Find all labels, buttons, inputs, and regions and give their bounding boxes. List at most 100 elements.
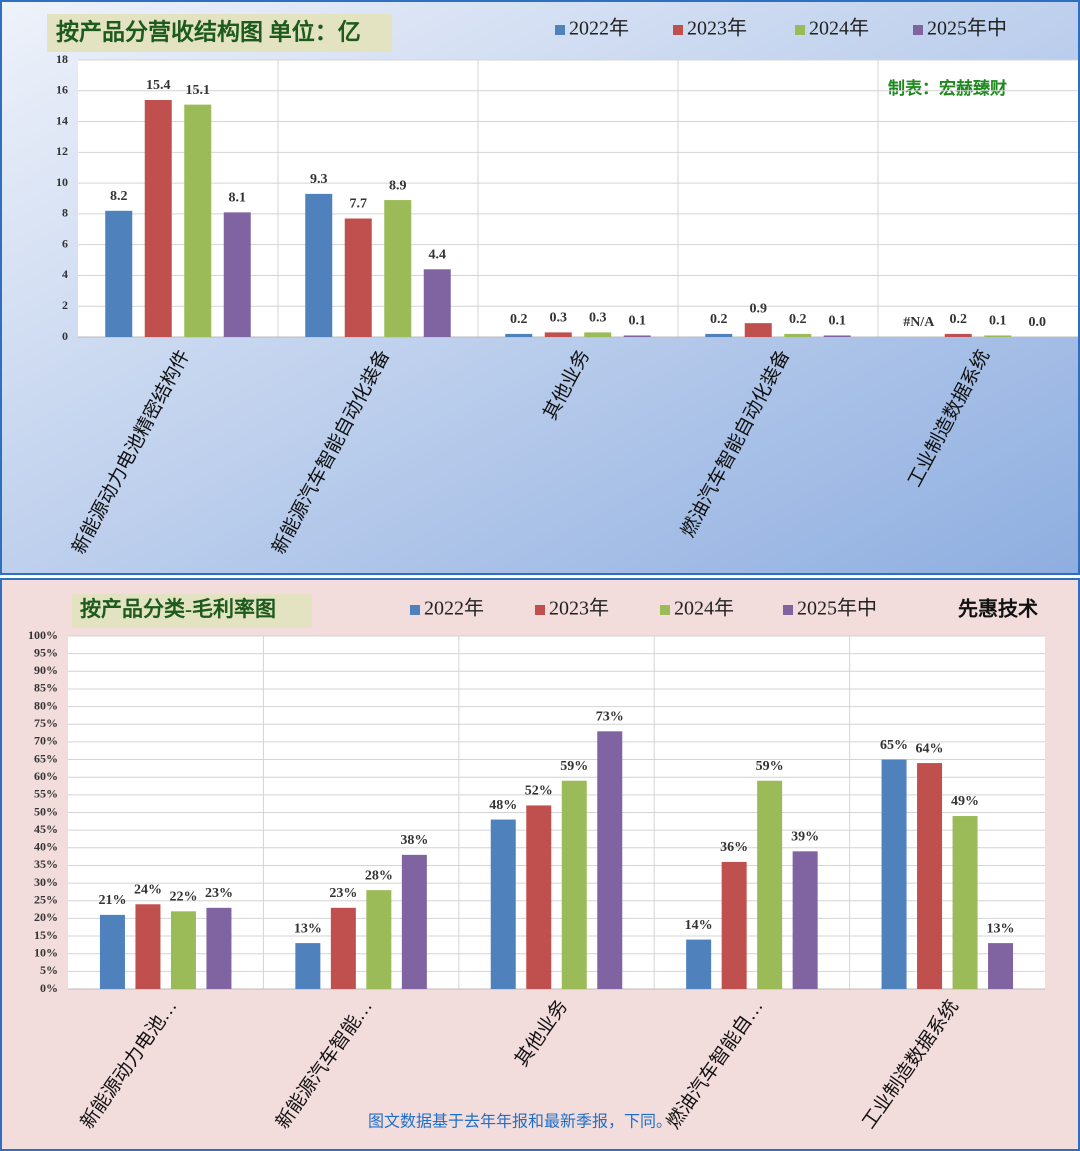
data-label: 49%: [951, 794, 979, 809]
bar: [144, 100, 172, 337]
data-label: 64%: [916, 741, 944, 756]
bar: [423, 269, 451, 337]
data-label: 22%: [169, 890, 197, 905]
data-label: 0.1: [829, 314, 847, 329]
y-tick-label: 16: [56, 83, 68, 97]
data-label: 0.9: [750, 301, 768, 316]
data-label: 23%: [205, 886, 233, 901]
legend-label: 2022年: [569, 17, 629, 40]
data-label: 0.0: [1029, 315, 1047, 330]
bar: [384, 200, 412, 337]
bar: [944, 333, 972, 337]
legend-swatch: [673, 25, 683, 35]
bar: [823, 335, 851, 337]
y-tick-label: 10: [56, 175, 68, 189]
y-tick-label: 18: [56, 52, 68, 66]
bar: [490, 819, 516, 989]
data-label: 52%: [525, 784, 553, 799]
y-tick-label: 8: [62, 206, 68, 220]
data-label: 0.3: [550, 311, 568, 326]
y-tick-label: 6: [62, 236, 68, 250]
legend-label: 2023年: [549, 597, 609, 620]
data-label: 0.2: [710, 312, 728, 327]
bar: [366, 890, 392, 989]
data-label: 7.7: [350, 197, 368, 212]
legend-swatch: [410, 605, 420, 615]
chart-title: 按产品分类-毛利率图: [80, 597, 276, 621]
y-tick-label: 85%: [34, 681, 58, 695]
y-tick-label: 50%: [34, 804, 58, 818]
bar: [544, 332, 572, 337]
data-label: 21%: [98, 893, 126, 908]
data-label: 9.3: [310, 172, 328, 187]
bar: [295, 943, 321, 989]
data-label: 48%: [489, 798, 517, 813]
y-tick-label: 10%: [34, 945, 58, 959]
y-tick-label: 2: [62, 298, 68, 312]
data-label: 59%: [756, 759, 784, 774]
bar: [917, 763, 943, 989]
y-tick-label: 12: [56, 144, 68, 158]
y-tick-label: 35%: [34, 857, 58, 871]
data-label: 13%: [987, 921, 1015, 936]
data-label: 0.3: [589, 311, 607, 326]
y-tick-label: 55%: [34, 787, 58, 801]
data-label: 13%: [294, 921, 322, 936]
title-box: [47, 14, 392, 52]
annotation: 先惠技术: [958, 597, 1038, 621]
legend-swatch: [555, 25, 565, 35]
y-tick-label: 14: [56, 113, 68, 127]
data-label: 8.2: [110, 189, 128, 204]
data-label: 4.4: [429, 248, 447, 263]
y-tick-label: 45%: [34, 822, 58, 836]
data-label: 0.1: [989, 314, 1007, 329]
data-label: 65%: [880, 738, 908, 753]
bar: [505, 333, 533, 337]
bar: [686, 939, 712, 989]
data-label: 59%: [560, 759, 588, 774]
bar: [561, 780, 587, 989]
data-label: 24%: [134, 882, 162, 897]
y-tick-label: 70%: [34, 734, 58, 748]
data-label: 36%: [720, 840, 748, 855]
data-label: #N/A: [903, 315, 935, 330]
bar: [105, 210, 133, 337]
data-label: 23%: [329, 886, 357, 901]
bar: [584, 332, 612, 337]
y-tick-label: 20%: [34, 910, 58, 924]
bar: [721, 861, 747, 989]
y-tick-label: 40%: [34, 840, 58, 854]
bar: [330, 907, 356, 989]
legend-swatch: [783, 605, 793, 615]
data-label: 0.2: [950, 312, 968, 327]
y-tick-label: 25%: [34, 893, 58, 907]
y-tick-label: 30%: [34, 875, 58, 889]
bar: [757, 780, 783, 989]
legend-swatch: [795, 25, 805, 35]
title-box: [72, 594, 312, 628]
data-label: 15.1: [186, 83, 211, 98]
bar: [988, 943, 1014, 989]
bar: [305, 193, 333, 337]
bar: [952, 816, 978, 989]
bar: [623, 335, 651, 337]
y-tick-label: 5%: [40, 963, 58, 977]
bar: [401, 854, 427, 989]
y-tick-label: 4: [62, 267, 68, 281]
data-label: 38%: [400, 833, 428, 848]
data-label: 73%: [596, 710, 624, 725]
bar: [344, 218, 372, 337]
bar: [984, 335, 1012, 337]
footnote: 图文数据基于去年年报和最新季报，下同。: [368, 1113, 672, 1131]
bar: [170, 911, 196, 989]
bar: [597, 731, 623, 989]
data-label: 8.1: [229, 191, 247, 206]
data-label: 14%: [685, 918, 713, 933]
data-label: 28%: [365, 868, 393, 883]
bar: [881, 759, 907, 989]
y-tick-label: 0: [62, 329, 68, 343]
y-tick-label: 65%: [34, 751, 58, 765]
data-label: 0.1: [629, 314, 647, 329]
legend-swatch: [913, 25, 923, 35]
